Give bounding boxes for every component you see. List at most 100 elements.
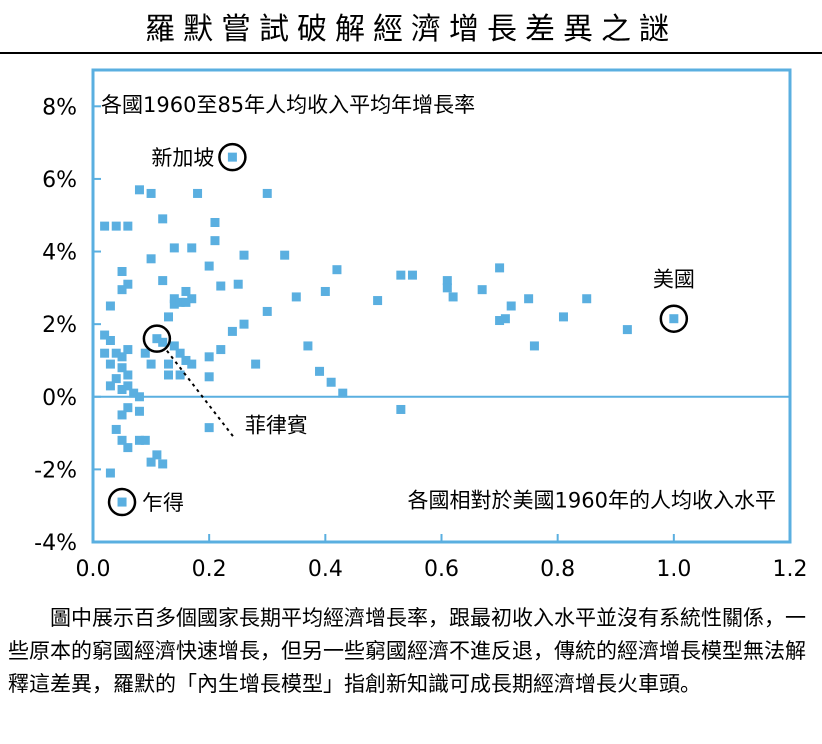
data-point (134, 185, 144, 195)
y-tick-label: 2% (42, 313, 77, 338)
x-tick-label: 0.8 (540, 557, 575, 582)
data-point (396, 404, 406, 414)
data-points (100, 152, 679, 507)
data-point (227, 326, 237, 336)
data-point (181, 355, 191, 365)
data-point (187, 359, 197, 369)
data-point (117, 497, 127, 507)
data-point (123, 443, 133, 453)
data-point (134, 392, 144, 402)
data-point (280, 250, 290, 260)
data-point (146, 254, 156, 264)
data-point (669, 314, 679, 324)
data-point (448, 292, 458, 302)
annotation-circle (142, 324, 172, 353)
data-point (111, 221, 121, 231)
data-point (123, 403, 133, 413)
page-title: 羅默嘗試破解經濟增長差異之謎 (145, 12, 677, 47)
data-point (175, 297, 185, 307)
data-point (210, 236, 220, 246)
data-point (164, 359, 174, 369)
data-point (396, 270, 406, 280)
annotation-leader (166, 350, 236, 440)
data-point (140, 435, 150, 445)
y-axis: -4% -2% 0% 2% 4% 6% 8% (34, 95, 101, 556)
data-point (100, 330, 110, 340)
data-point (181, 286, 191, 296)
data-point (152, 450, 162, 460)
data-point (495, 316, 505, 326)
data-point (175, 370, 185, 380)
data-point (117, 267, 127, 277)
data-point (158, 276, 168, 286)
y-tick-label: 6% (42, 168, 77, 193)
y-tick-label: -4% (34, 531, 77, 556)
data-point (117, 385, 127, 395)
x-tick-label: 0.6 (424, 557, 459, 582)
data-point (495, 263, 505, 273)
annotation-label: 乍得 (142, 491, 184, 515)
x-tick-label: 0.0 (76, 557, 111, 582)
data-point (204, 423, 214, 433)
data-point (169, 243, 179, 253)
data-point (442, 276, 452, 286)
annotation-label: 菲律賓 (245, 414, 308, 438)
data-point (117, 410, 127, 420)
title-bar: 羅默嘗試破解經濟增長差異之謎 (0, 0, 822, 54)
data-point (146, 457, 156, 467)
data-point (251, 359, 261, 369)
x-tick-label: 1.0 (656, 557, 691, 582)
data-point (210, 217, 220, 227)
data-point (181, 297, 191, 307)
data-point (373, 296, 383, 306)
annotation-circle (218, 142, 247, 172)
data-point (169, 299, 179, 309)
annotation-label: 美國 (653, 268, 695, 292)
data-point (239, 250, 249, 260)
data-point (262, 188, 272, 198)
y-tick-label: 4% (42, 241, 77, 266)
annotation-circle (659, 304, 689, 333)
data-point (117, 363, 127, 373)
data-point (582, 294, 592, 304)
data-point (100, 348, 110, 358)
data-point (105, 359, 115, 369)
data-point (558, 312, 568, 322)
data-point (164, 370, 174, 380)
data-point (326, 377, 336, 387)
data-point (117, 435, 127, 445)
data-point (477, 285, 487, 295)
data-point (407, 270, 417, 280)
data-point (111, 424, 121, 434)
y-tick-label: 8% (42, 95, 77, 120)
data-point (506, 301, 516, 311)
data-point (500, 314, 510, 324)
data-point (187, 294, 197, 304)
data-point (216, 281, 226, 291)
data-point (123, 381, 133, 391)
data-point (262, 306, 272, 316)
data-point (175, 348, 185, 358)
data-point (216, 345, 226, 355)
data-point (111, 348, 121, 358)
data-point (134, 406, 144, 416)
data-point (204, 261, 214, 271)
data-point (193, 188, 203, 198)
data-point (134, 435, 144, 445)
y-tick-label: 0% (42, 386, 77, 411)
plot-frame (91, 68, 792, 544)
data-point (100, 221, 110, 231)
data-point (303, 341, 313, 351)
data-point (529, 341, 539, 351)
data-point (117, 285, 127, 295)
data-point (187, 243, 197, 253)
data-point (129, 388, 139, 398)
data-point (227, 152, 237, 162)
data-point (140, 348, 150, 358)
data-point (291, 292, 301, 302)
data-point (315, 366, 325, 376)
x-tick-label: 1.2 (773, 557, 808, 582)
x-axis-description: 各國相對於美國1960年的人均收入水平 (408, 489, 776, 513)
data-point (105, 335, 115, 345)
